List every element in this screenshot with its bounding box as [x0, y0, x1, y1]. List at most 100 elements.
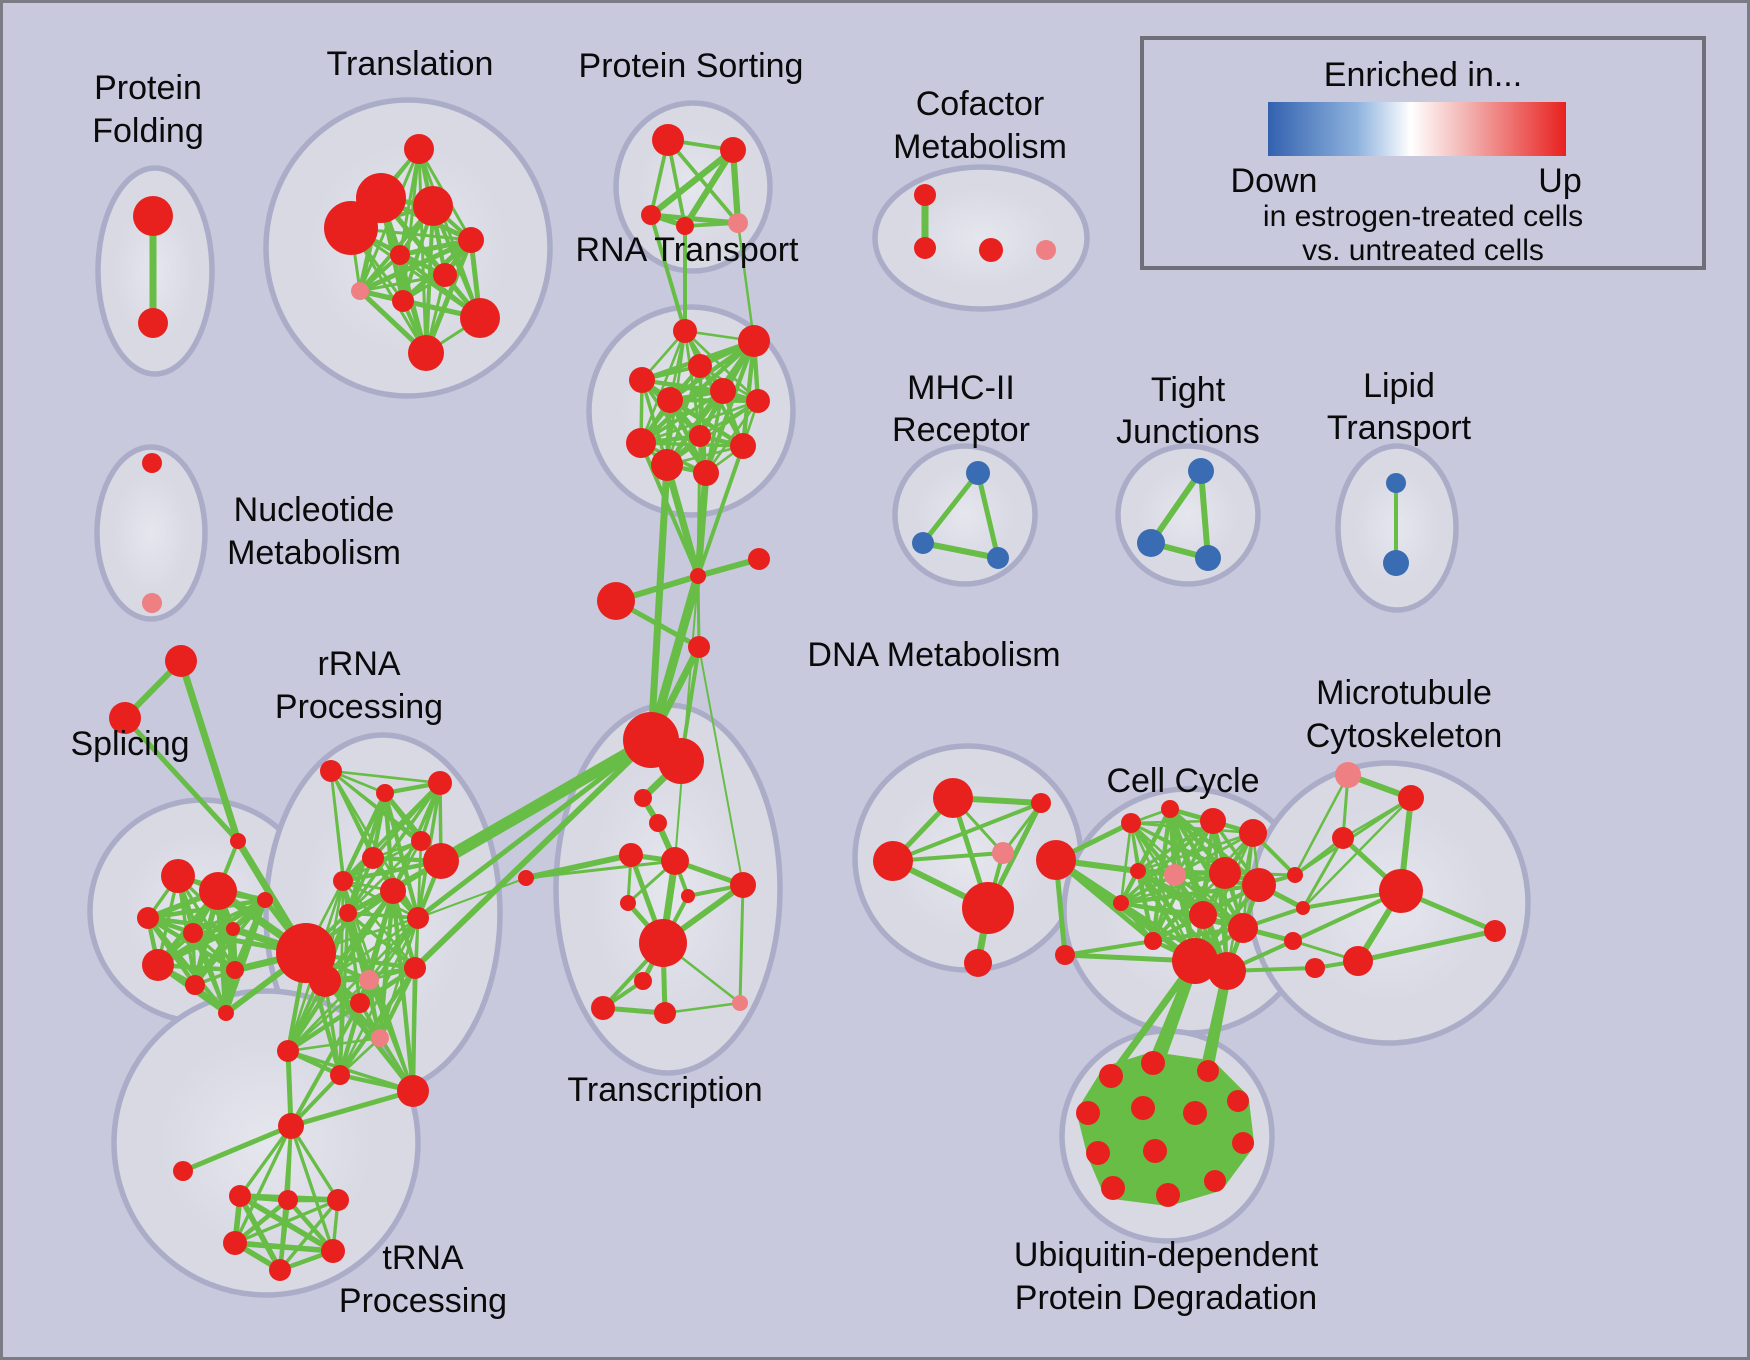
node-S1	[161, 859, 195, 893]
edge	[891, 801, 1043, 863]
node-CC13	[1172, 938, 1218, 984]
cluster-label-ubiquitin-degradation: Protein Degradation	[1015, 1279, 1317, 1317]
edge	[1110, 1140, 1246, 1191]
node-CC5	[1130, 863, 1146, 879]
edge	[286, 978, 371, 1053]
node-T1	[404, 134, 434, 164]
node-S4	[183, 923, 203, 943]
node-RR4	[411, 831, 431, 851]
edge	[523, 852, 634, 881]
node-NR	[748, 548, 770, 570]
node-X4	[661, 847, 689, 875]
node-S3	[137, 907, 159, 929]
node-U2	[1141, 1051, 1165, 1075]
edge	[1355, 928, 1498, 964]
edge	[238, 1124, 293, 1198]
edge	[340, 790, 388, 884]
edge	[278, 1198, 340, 1272]
node-CC11	[1228, 913, 1258, 943]
edge	[647, 461, 671, 744]
edge	[1190, 966, 1232, 1118]
node-PS3	[641, 205, 661, 225]
node-RR12	[309, 965, 341, 997]
node-TR2	[278, 1190, 298, 1210]
edge	[639, 329, 687, 445]
edge	[1341, 796, 1413, 840]
edge	[338, 1001, 362, 1077]
node-RR14	[350, 993, 370, 1013]
node-S8	[226, 961, 244, 979]
node-R1	[673, 319, 697, 343]
edge	[286, 1049, 415, 1093]
node-RR9	[339, 904, 357, 922]
edge	[638, 338, 757, 446]
cluster-label-mhc-ii-receptor: MHC-II	[907, 369, 1015, 407]
node-TB	[109, 702, 141, 734]
node-BR3	[1284, 932, 1302, 950]
edge	[1053, 857, 1198, 964]
node-T4	[324, 201, 378, 255]
edge	[416, 839, 423, 920]
node-CM1	[914, 184, 936, 206]
edge	[696, 574, 701, 649]
node-BR2	[1296, 901, 1310, 915]
node-D1	[933, 778, 973, 818]
node-R10	[730, 433, 756, 459]
edge	[346, 911, 420, 920]
node-X6	[681, 889, 695, 903]
legend-title: Enriched in...	[1323, 56, 1523, 94]
edge	[382, 790, 421, 921]
edge	[738, 883, 745, 1005]
cluster-label-cell-cycle: Cell Cycle	[1106, 762, 1259, 800]
cluster-ellipse-mhc-ii-receptor	[892, 443, 1038, 587]
cluster-labels: Protein Folding Translation Protein Sorting…	[70, 45, 1502, 1320]
cluster-ellipse-nucleotide-metabolism	[94, 444, 208, 622]
edge	[648, 212, 741, 226]
node-R3	[629, 367, 655, 393]
node-U4	[1076, 1101, 1100, 1125]
node-R5	[657, 387, 683, 413]
legend: Enriched in... Down Up in estrogen-treat…	[1140, 36, 1706, 270]
edge	[639, 399, 760, 445]
edge	[1136, 819, 1215, 873]
node-PF2	[138, 308, 168, 338]
edge	[233, 1198, 340, 1245]
node-D3	[1031, 793, 1051, 813]
node-RR10	[407, 907, 429, 929]
edge	[122, 715, 241, 844]
edge	[1193, 831, 1255, 963]
node-T7	[433, 263, 457, 287]
node-R8	[689, 425, 711, 447]
node-RP1	[359, 970, 379, 990]
node-M3	[987, 547, 1009, 569]
node-S5	[226, 922, 240, 936]
edge	[415, 737, 654, 921]
node-HUB2	[658, 738, 704, 784]
cluster-label-splicing: Splicing	[70, 725, 189, 763]
node-U9	[1143, 1139, 1167, 1163]
node-PS5	[728, 213, 748, 233]
node-MT3	[1379, 869, 1423, 913]
node-PS2	[720, 137, 746, 163]
node-U10	[1232, 1132, 1254, 1154]
edge	[277, 1197, 291, 1273]
cluster-label-rrna-processing: Processing	[275, 688, 443, 726]
edge	[180, 1123, 294, 1174]
node-TH	[278, 1113, 304, 1139]
node-RR17	[277, 1040, 299, 1062]
node-U12	[1156, 1183, 1180, 1207]
edge	[286, 916, 420, 1053]
node-PS1	[652, 124, 684, 156]
edge	[975, 470, 1001, 561]
edge	[341, 879, 417, 970]
node-X3	[619, 843, 643, 867]
edge	[524, 859, 677, 880]
node-RR13	[404, 957, 426, 979]
edge	[1152, 1140, 1246, 1154]
edge	[646, 571, 703, 745]
node-T11	[408, 335, 444, 371]
node-CC6	[1209, 857, 1241, 889]
node-BR1	[1287, 867, 1303, 883]
edge	[920, 470, 981, 546]
